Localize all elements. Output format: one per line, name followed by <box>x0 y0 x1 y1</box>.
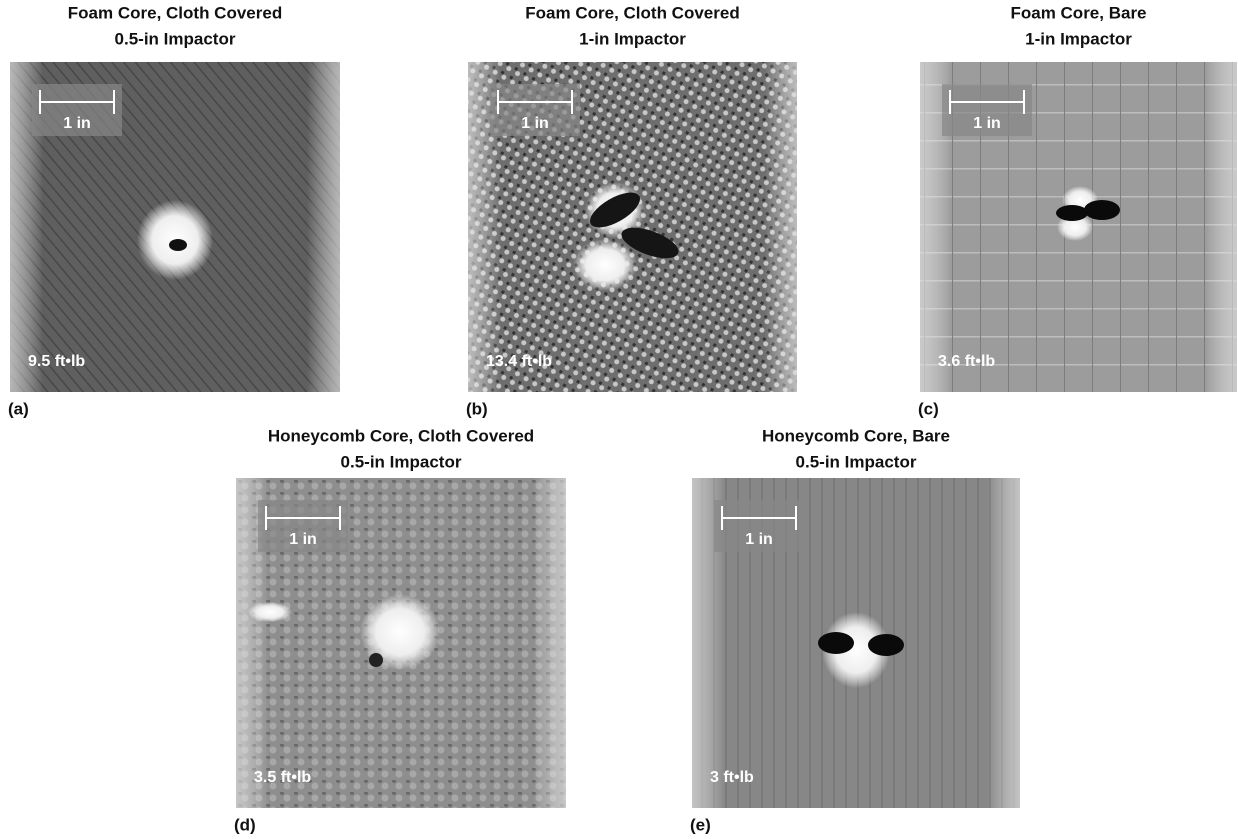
panel-subtitle: 0.5-in Impactor <box>115 29 236 48</box>
damage-region <box>1084 200 1120 220</box>
damage-region <box>369 653 383 667</box>
energy-label: 13.4 ft•lb <box>486 353 552 370</box>
panel-label: (d) <box>234 815 256 834</box>
panel: Honeycomb Core, Bare 0.5-in Impactor 1 in 3… <box>690 426 1020 834</box>
panel: Foam Core, Bare 1-in Impactor 1 in 3.6 ft•l… <box>918 3 1237 418</box>
energy-label: 3.6 ft•lb <box>938 353 995 370</box>
panel-subtitle: 0.5-in Impactor <box>796 452 917 471</box>
scale-label: 1 in <box>745 531 773 548</box>
panel-subtitle: 1-in Impactor <box>579 29 686 48</box>
panel-title: Foam Core, Cloth Covered <box>68 3 282 22</box>
scale-label: 1 in <box>63 115 91 132</box>
panel: Foam Core, Cloth Covered 1-in Impactor 1 i… <box>466 3 797 418</box>
damage-region <box>818 632 854 654</box>
scale-label: 1 in <box>973 115 1001 132</box>
panel-title: Foam Core, Cloth Covered <box>525 3 739 22</box>
damage-region <box>868 634 904 656</box>
energy-label: 3 ft•lb <box>710 769 754 786</box>
panel-subtitle: 1-in Impactor <box>1025 29 1132 48</box>
panel-title: Honeycomb Core, Cloth Covered <box>268 426 534 445</box>
panel-subtitle: 0.5-in Impactor <box>341 452 462 471</box>
energy-label: 9.5 ft•lb <box>28 353 85 370</box>
panel-title: Honeycomb Core, Bare <box>762 426 950 445</box>
panel: Honeycomb Core, Cloth Covered 0.5-in Impa… <box>234 426 566 834</box>
panel-label: (e) <box>690 815 711 834</box>
scale-label: 1 in <box>289 531 317 548</box>
scale-label: 1 in <box>521 115 549 132</box>
panel-label: (a) <box>8 399 29 418</box>
damage-region <box>1056 205 1088 221</box>
damage-region <box>248 602 292 622</box>
panel-label: (b) <box>466 399 488 418</box>
energy-label: 3.5 ft•lb <box>254 769 311 786</box>
panel-title: Foam Core, Bare <box>1010 3 1146 22</box>
panel: Foam Core, Cloth Covered 0.5-in Impactor 1… <box>8 3 340 418</box>
panel-label: (c) <box>918 399 939 418</box>
damage-region <box>169 239 187 251</box>
damage-region <box>573 239 637 291</box>
figure: Foam Core, Cloth Covered 0.5-in Impactor 1… <box>0 0 1238 839</box>
